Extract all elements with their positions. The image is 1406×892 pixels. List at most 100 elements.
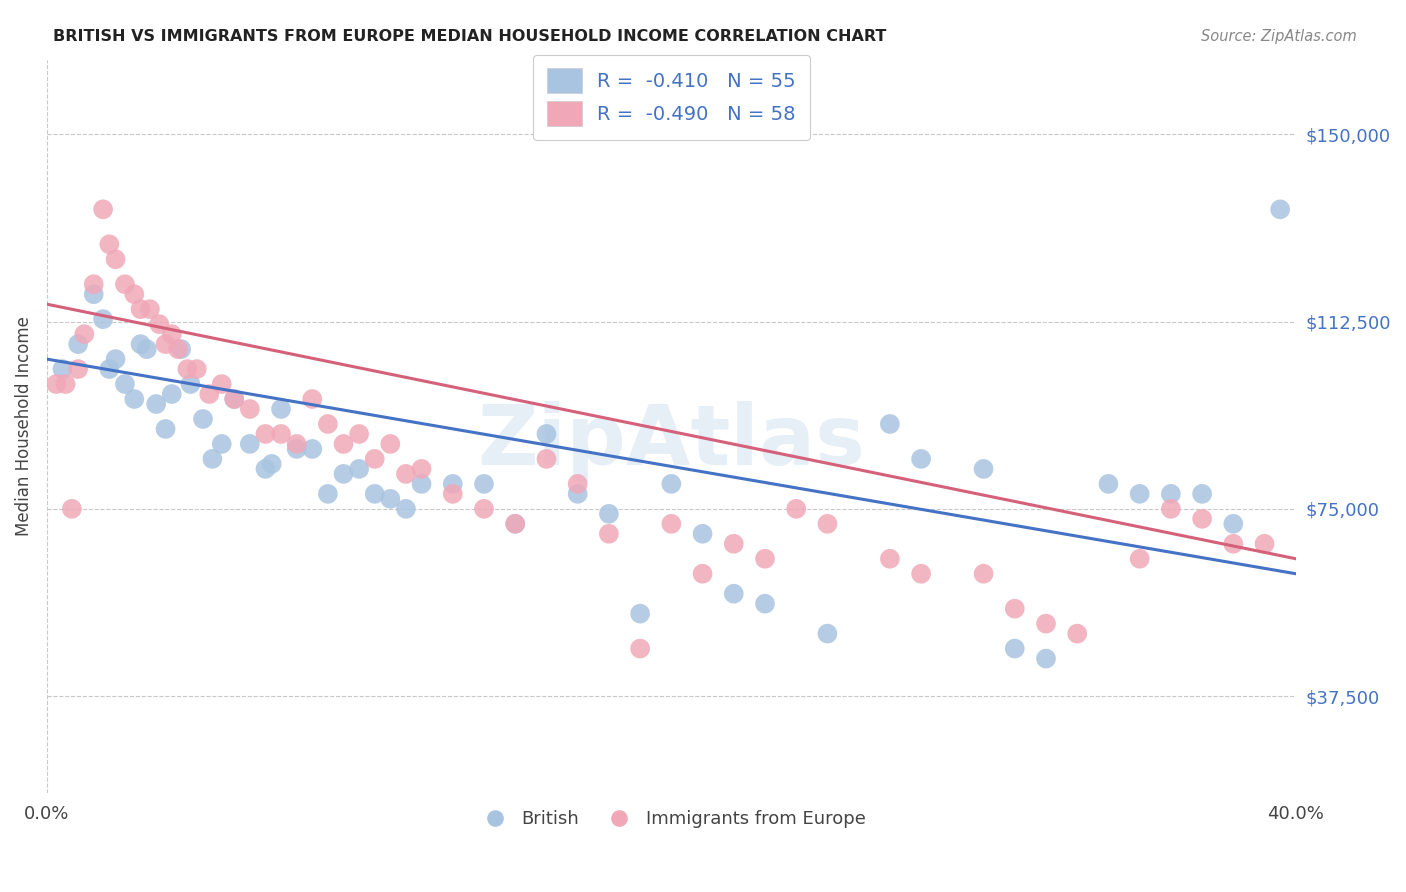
- Point: [692, 566, 714, 581]
- Point: [91, 312, 114, 326]
- Point: [1035, 651, 1057, 665]
- Point: [411, 462, 433, 476]
- Point: [879, 551, 901, 566]
- Point: [224, 392, 246, 406]
- Point: [98, 237, 121, 252]
- Point: [160, 327, 183, 342]
- Point: [441, 487, 464, 501]
- Point: [332, 437, 354, 451]
- Point: [316, 417, 339, 431]
- Point: [148, 317, 170, 331]
- Point: [254, 462, 277, 476]
- Point: [628, 607, 651, 621]
- Point: [472, 476, 495, 491]
- Point: [910, 566, 932, 581]
- Point: [503, 516, 526, 531]
- Point: [260, 457, 283, 471]
- Point: [380, 491, 402, 506]
- Point: [186, 362, 208, 376]
- Point: [567, 476, 589, 491]
- Point: [364, 487, 387, 501]
- Point: [191, 412, 214, 426]
- Point: [910, 451, 932, 466]
- Point: [176, 362, 198, 376]
- Point: [91, 202, 114, 217]
- Point: [270, 427, 292, 442]
- Point: [55, 377, 77, 392]
- Point: [170, 342, 193, 356]
- Point: [364, 451, 387, 466]
- Point: [1066, 626, 1088, 640]
- Point: [817, 516, 839, 531]
- Text: BRITISH VS IMMIGRANTS FROM EUROPE MEDIAN HOUSEHOLD INCOME CORRELATION CHART: BRITISH VS IMMIGRANTS FROM EUROPE MEDIAN…: [53, 29, 887, 44]
- Point: [567, 487, 589, 501]
- Point: [659, 476, 682, 491]
- Point: [285, 442, 308, 456]
- Point: [1222, 516, 1244, 531]
- Point: [1129, 487, 1152, 501]
- Point: [879, 417, 901, 431]
- Point: [1035, 616, 1057, 631]
- Point: [145, 397, 167, 411]
- Legend: British, Immigrants from Europe: British, Immigrants from Europe: [470, 803, 873, 836]
- Point: [598, 507, 620, 521]
- Point: [754, 551, 776, 566]
- Point: [254, 427, 277, 442]
- Point: [1160, 501, 1182, 516]
- Point: [536, 427, 558, 442]
- Point: [973, 462, 995, 476]
- Point: [124, 287, 146, 301]
- Point: [301, 392, 323, 406]
- Point: [659, 516, 682, 531]
- Point: [60, 501, 83, 516]
- Point: [155, 337, 177, 351]
- Point: [1004, 641, 1026, 656]
- Point: [270, 402, 292, 417]
- Point: [1004, 601, 1026, 615]
- Text: ZipAtlas: ZipAtlas: [478, 401, 865, 482]
- Point: [692, 526, 714, 541]
- Point: [723, 587, 745, 601]
- Point: [1097, 476, 1119, 491]
- Point: [160, 387, 183, 401]
- Point: [73, 327, 96, 342]
- Point: [155, 422, 177, 436]
- Point: [817, 626, 839, 640]
- Point: [104, 252, 127, 267]
- Point: [179, 377, 201, 392]
- Point: [51, 362, 73, 376]
- Point: [411, 476, 433, 491]
- Point: [1191, 512, 1213, 526]
- Point: [1253, 537, 1275, 551]
- Point: [1222, 537, 1244, 551]
- Point: [98, 362, 121, 376]
- Point: [45, 377, 67, 392]
- Point: [1270, 202, 1292, 217]
- Point: [224, 392, 246, 406]
- Point: [598, 526, 620, 541]
- Point: [973, 566, 995, 581]
- Point: [347, 462, 370, 476]
- Point: [395, 467, 418, 481]
- Point: [1160, 487, 1182, 501]
- Text: Source: ZipAtlas.com: Source: ZipAtlas.com: [1201, 29, 1357, 44]
- Point: [395, 501, 418, 516]
- Point: [1129, 551, 1152, 566]
- Point: [472, 501, 495, 516]
- Point: [67, 337, 90, 351]
- Point: [201, 451, 224, 466]
- Point: [754, 597, 776, 611]
- Point: [83, 287, 105, 301]
- Point: [129, 337, 152, 351]
- Point: [1191, 487, 1213, 501]
- Point: [67, 362, 90, 376]
- Point: [135, 342, 157, 356]
- Point: [124, 392, 146, 406]
- Point: [211, 437, 233, 451]
- Point: [536, 451, 558, 466]
- Point: [114, 277, 136, 292]
- Point: [332, 467, 354, 481]
- Point: [628, 641, 651, 656]
- Point: [83, 277, 105, 292]
- Point: [211, 377, 233, 392]
